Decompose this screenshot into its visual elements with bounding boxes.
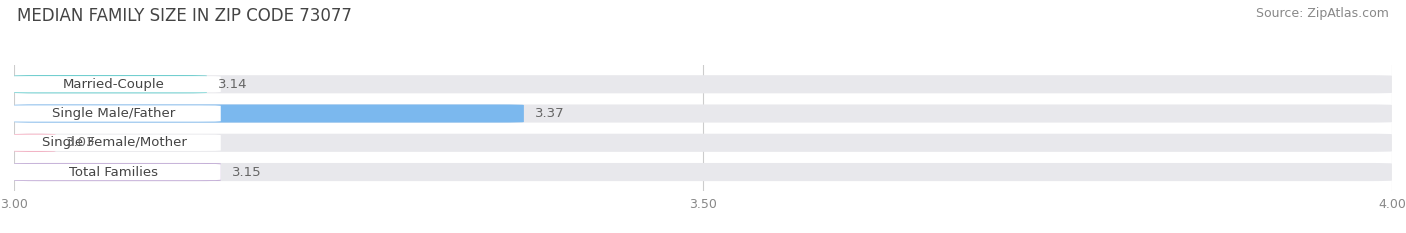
- FancyBboxPatch shape: [14, 75, 207, 93]
- FancyBboxPatch shape: [14, 163, 1392, 181]
- Text: 3.37: 3.37: [534, 107, 565, 120]
- Text: 3.15: 3.15: [232, 165, 262, 178]
- Text: MEDIAN FAMILY SIZE IN ZIP CODE 73077: MEDIAN FAMILY SIZE IN ZIP CODE 73077: [17, 7, 352, 25]
- FancyBboxPatch shape: [14, 163, 221, 181]
- FancyBboxPatch shape: [7, 135, 221, 151]
- FancyBboxPatch shape: [14, 134, 1392, 152]
- FancyBboxPatch shape: [7, 105, 221, 122]
- FancyBboxPatch shape: [14, 104, 524, 123]
- Text: Single Female/Mother: Single Female/Mother: [42, 136, 187, 149]
- Text: Single Male/Father: Single Male/Father: [52, 107, 176, 120]
- FancyBboxPatch shape: [7, 164, 221, 180]
- Text: Total Families: Total Families: [69, 165, 159, 178]
- Text: Source: ZipAtlas.com: Source: ZipAtlas.com: [1256, 7, 1389, 20]
- Text: 3.14: 3.14: [218, 78, 247, 91]
- Text: Married-Couple: Married-Couple: [63, 78, 165, 91]
- FancyBboxPatch shape: [14, 134, 55, 152]
- FancyBboxPatch shape: [7, 76, 221, 93]
- FancyBboxPatch shape: [14, 75, 1392, 93]
- FancyBboxPatch shape: [14, 104, 1392, 123]
- Text: 3.03: 3.03: [66, 136, 96, 149]
